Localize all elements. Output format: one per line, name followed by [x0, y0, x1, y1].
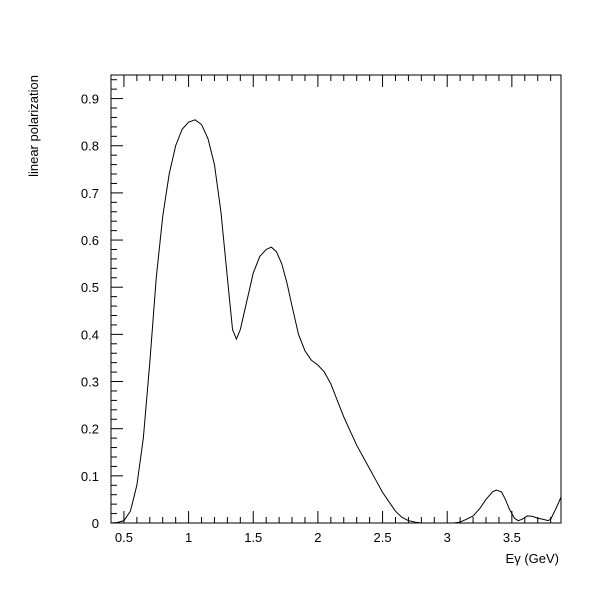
y-tick-label: 0.6: [81, 233, 99, 248]
x-tick-label: 3: [444, 530, 451, 545]
y-tick-label: 0.8: [81, 139, 99, 154]
y-tick-label: 0.1: [81, 469, 99, 484]
x-axis-title: Eγ (GeV): [506, 551, 559, 566]
x-tick-label: 1.5: [244, 530, 262, 545]
y-axis-ticks: [111, 79, 123, 524]
y-tick-label: 0.4: [81, 327, 99, 342]
y-tick-label: 0.5: [81, 280, 99, 295]
y-tick-label: 0.7: [81, 186, 99, 201]
y-tick-label: 0.2: [81, 422, 99, 437]
x-tick-label: 2: [314, 530, 321, 545]
x-axis-tick-labels: 0.5 1 1.5 2 2.5 3 3.5: [115, 530, 521, 545]
y-axis-title: linear polarization: [26, 75, 41, 177]
x-tick-label: 0.5: [115, 530, 133, 545]
x-axis-ticks: [110, 75, 552, 523]
x-tick-label: 2.5: [374, 530, 392, 545]
y-tick-label: 0.3: [81, 375, 99, 390]
y-axis-tick-labels: 0 0.1 0.2 0.3 0.4 0.5 0.6 0.7 0.8 0.9: [81, 92, 99, 531]
y-tick-label: 0.9: [81, 92, 99, 107]
plot-frame: [110, 74, 562, 524]
polarization-curve: [110, 119, 562, 524]
y-tick-label: 0: [92, 516, 99, 531]
x-tick-label: 3.5: [503, 530, 521, 545]
x-tick-label: 1: [185, 530, 192, 545]
